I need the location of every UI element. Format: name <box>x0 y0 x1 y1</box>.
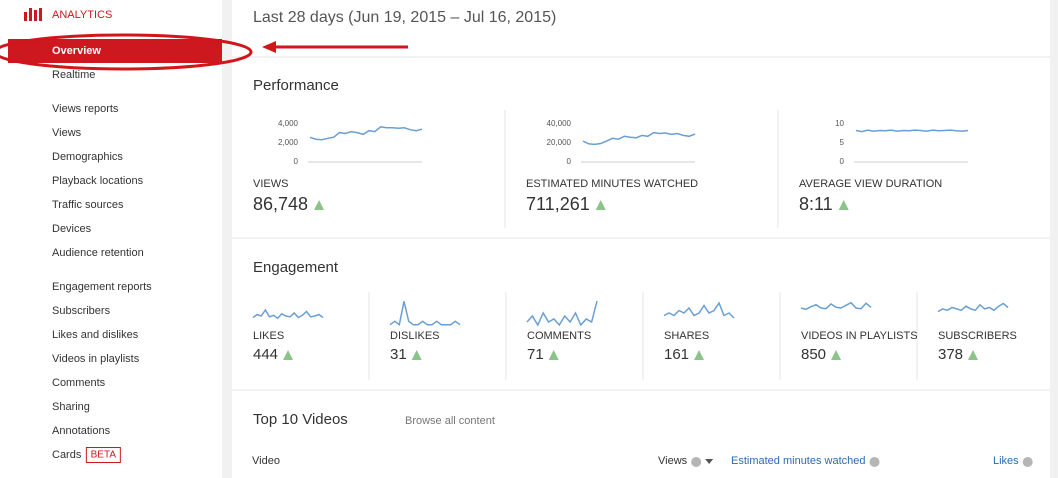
nav-item[interactable]: Playback locations <box>52 175 144 187</box>
sparkline <box>855 129 969 133</box>
nav-item[interactable]: Realtime <box>52 69 95 81</box>
help-icon[interactable] <box>691 457 702 467</box>
nav-item[interactable]: Likes and dislikes <box>52 329 139 341</box>
metric-value: 86,748 <box>253 194 308 214</box>
nav-item[interactable]: Views <box>52 127 82 139</box>
sparkline <box>582 131 696 146</box>
sparkline <box>309 126 423 141</box>
help-icon[interactable] <box>869 457 880 467</box>
metric-value: 711,261 <box>526 194 590 214</box>
nav-item[interactable]: Audience retention <box>52 247 144 259</box>
metric-value: 71 <box>527 346 544 363</box>
nav-item[interactable]: Traffic sources <box>52 199 124 211</box>
y-tick-label: 0 <box>840 157 845 166</box>
up-indicator <box>314 200 325 210</box>
active-nav-item[interactable] <box>8 39 222 63</box>
metric-label: SUBSCRIBERS <box>938 330 1017 342</box>
metric-label: VIEWS <box>253 178 288 190</box>
y-tick-label: 10 <box>835 119 844 128</box>
nav-item[interactable]: Subscribers <box>52 305 111 317</box>
nav-item[interactable]: Annotations <box>52 425 111 437</box>
sidebar <box>0 0 222 478</box>
column-header[interactable]: Estimated minutes watched <box>731 455 866 467</box>
browse-link[interactable]: Browse all content <box>405 415 495 427</box>
sidebar-title: ANALYTICS <box>52 9 112 21</box>
up-indicator <box>411 350 422 360</box>
metric-value: 8:11 <box>799 194 833 214</box>
y-tick-label: 20,000 <box>547 138 572 147</box>
nav-item[interactable]: Sharing <box>52 401 90 413</box>
y-tick-label: 40,000 <box>547 119 572 128</box>
metric-label: AVERAGE VIEW DURATION <box>799 178 942 190</box>
sparkline <box>252 308 324 320</box>
metric-value: 378 <box>938 346 963 363</box>
metric-value: 850 <box>801 346 826 363</box>
metric-label: SHARES <box>664 330 709 342</box>
nav-heading: Views reports <box>52 103 119 115</box>
sparkline <box>937 302 1009 313</box>
y-tick-label: 2,000 <box>278 138 299 147</box>
section-title: Performance <box>253 77 339 94</box>
sparkline <box>800 301 872 311</box>
up-indicator <box>831 350 842 360</box>
column-header[interactable]: Views <box>658 455 688 467</box>
analytics-icon <box>24 8 42 21</box>
metric-label: LIKES <box>253 330 284 342</box>
y-tick-label: 4,000 <box>278 119 299 128</box>
sparkline <box>663 301 735 319</box>
annotation <box>0 33 408 71</box>
active-nav-label[interactable]: Overview <box>52 45 101 57</box>
y-tick-label: 5 <box>840 138 845 147</box>
sort-arrow <box>705 459 714 464</box>
sparkline <box>526 300 598 327</box>
up-indicator <box>283 350 294 360</box>
metric-label: DISLIKES <box>390 330 440 342</box>
y-tick-label: 0 <box>294 157 299 166</box>
nav-item[interactable]: Cards <box>52 449 82 461</box>
metric-label: COMMENTS <box>527 330 591 342</box>
up-indicator <box>548 350 559 360</box>
column-header[interactable]: Likes <box>993 455 1019 467</box>
arrow-head <box>262 41 276 53</box>
nav-item[interactable]: Comments <box>52 377 106 389</box>
up-indicator <box>968 350 979 360</box>
metric-label: VIDEOS IN PLAYLISTS <box>801 330 918 342</box>
section-title: Top 10 Videos <box>253 411 348 428</box>
nav-item[interactable]: Videos in playlists <box>52 353 140 365</box>
sparkline <box>389 301 461 327</box>
nav-item[interactable]: Devices <box>52 223 92 235</box>
main-panel <box>232 0 1050 478</box>
up-indicator <box>694 350 705 360</box>
metric-value: 161 <box>664 346 689 363</box>
nav-item[interactable]: Demographics <box>52 151 123 163</box>
help-icon[interactable] <box>1022 457 1033 467</box>
y-tick-label: 0 <box>567 157 572 166</box>
up-indicator <box>838 200 849 210</box>
up-indicator <box>595 200 606 210</box>
beta-label: BETA <box>91 450 117 461</box>
metric-value: 444 <box>253 346 278 363</box>
section-title: Engagement <box>253 259 339 276</box>
beta-badge <box>85 447 121 463</box>
metric-value: 31 <box>390 346 407 363</box>
column-header: Video <box>252 455 280 467</box>
highlight-ellipse <box>0 33 253 71</box>
nav-heading: Engagement reports <box>52 281 152 293</box>
date-range: Last 28 days (Jun 19, 2015 – Jul 16, 201… <box>253 9 556 26</box>
metric-label: ESTIMATED MINUTES WATCHED <box>526 178 698 190</box>
